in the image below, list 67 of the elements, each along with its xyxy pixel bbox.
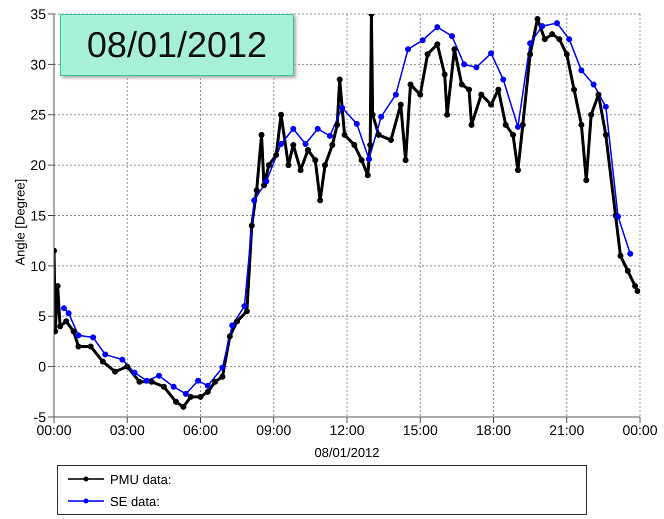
y-tick-label: 30 bbox=[30, 56, 46, 72]
point bbox=[578, 67, 584, 74]
y-tick-label: 10 bbox=[30, 258, 46, 274]
point bbox=[144, 378, 150, 384]
y-tick-label: 35 bbox=[30, 6, 46, 22]
y-tick-label: 5 bbox=[38, 308, 46, 324]
point bbox=[461, 61, 468, 68]
y-tick-label: 20 bbox=[30, 157, 46, 174]
point bbox=[434, 24, 440, 30]
legend-label: PMU data: bbox=[110, 472, 172, 486]
point bbox=[75, 332, 82, 338]
point bbox=[182, 390, 189, 397]
y-tick-label: 15 bbox=[30, 207, 46, 224]
x-tick-label: 21:00 bbox=[549, 422, 584, 438]
x-tick-label: 03:00 bbox=[110, 422, 145, 438]
x-tick-label: 18:00 bbox=[476, 422, 512, 438]
point bbox=[527, 40, 534, 46]
point bbox=[326, 132, 333, 139]
point bbox=[314, 126, 321, 132]
point bbox=[102, 352, 108, 358]
point bbox=[366, 156, 372, 162]
point bbox=[219, 364, 226, 371]
point bbox=[170, 384, 177, 390]
point bbox=[514, 124, 521, 130]
point bbox=[339, 104, 346, 111]
y-axis-title: Angle [Degree] bbox=[12, 178, 28, 266]
point bbox=[132, 370, 138, 376]
point bbox=[554, 20, 560, 26]
point bbox=[448, 33, 455, 40]
point bbox=[354, 120, 360, 127]
x-tick-label: 00:00 bbox=[622, 422, 658, 438]
point bbox=[539, 23, 546, 30]
point bbox=[204, 382, 211, 389]
point bbox=[90, 334, 96, 340]
point bbox=[488, 50, 494, 56]
point bbox=[627, 250, 634, 257]
point bbox=[590, 82, 597, 88]
y-tick-label: 0 bbox=[38, 358, 46, 375]
point bbox=[290, 126, 296, 132]
point bbox=[61, 305, 68, 312]
point bbox=[378, 114, 384, 120]
point bbox=[229, 322, 236, 328]
point bbox=[602, 104, 609, 110]
x-tick-label: 12:00 bbox=[329, 422, 365, 438]
point bbox=[263, 178, 270, 184]
y-tick-label: 25 bbox=[30, 106, 46, 123]
point bbox=[392, 92, 399, 98]
point bbox=[66, 310, 72, 316]
point bbox=[302, 140, 308, 147]
point bbox=[473, 64, 480, 70]
x-tick-label: 06:00 bbox=[182, 422, 218, 438]
x-tick-label: 15:00 bbox=[402, 422, 438, 438]
point bbox=[615, 214, 622, 220]
annotation: 08/01/2012 bbox=[60, 14, 294, 76]
point bbox=[500, 76, 506, 82]
point bbox=[195, 378, 202, 384]
point bbox=[156, 372, 162, 379]
point bbox=[278, 140, 284, 147]
point bbox=[566, 36, 572, 42]
legend-label: SE data: bbox=[110, 494, 160, 508]
x-tick-label: 09:00 bbox=[256, 422, 292, 438]
x-axis-title: 08/01/2012 bbox=[314, 445, 380, 460]
point bbox=[420, 37, 426, 44]
point bbox=[241, 303, 248, 310]
point bbox=[405, 46, 412, 52]
point bbox=[251, 197, 258, 204]
point bbox=[119, 356, 126, 363]
